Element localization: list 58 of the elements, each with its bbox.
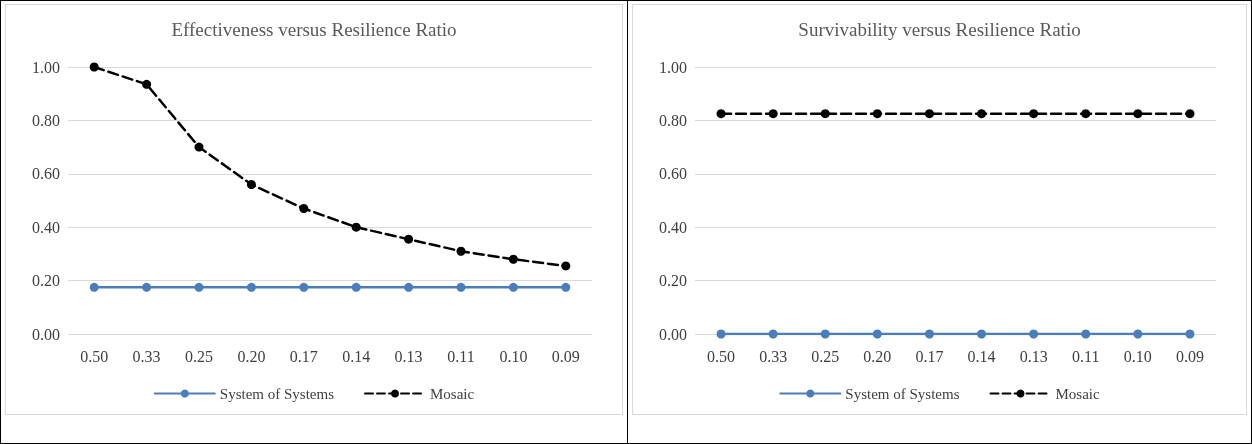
x-tick-label: 0.20 (237, 347, 266, 365)
point (561, 282, 571, 292)
point (561, 261, 571, 271)
legend-label: Mosaic (1055, 385, 1101, 402)
x-tick-label: 0.33 (759, 347, 788, 365)
y-tick-label: 0.80 (32, 111, 60, 129)
point (299, 204, 309, 214)
x-tick-label: 0.25 (811, 347, 840, 365)
point (142, 282, 152, 292)
x-tick-label: 0.10 (1123, 347, 1152, 365)
x-tick-label: 0.11 (1072, 347, 1100, 365)
x-tick-label: 0.09 (1175, 347, 1204, 365)
x-tick-label: 0.50 (80, 347, 109, 365)
point (351, 282, 361, 292)
point (246, 282, 256, 292)
chart-title: Survivability versus Resilience Ratio (798, 19, 1081, 40)
point (246, 179, 256, 189)
x-tick-label: 0.14 (342, 347, 371, 365)
legend-label: System of Systems (219, 385, 335, 402)
point (351, 222, 361, 232)
point (404, 234, 414, 244)
point (89, 62, 99, 72)
y-tick-label: 0.20 (659, 272, 687, 290)
y-tick-label: 0.80 (659, 111, 687, 129)
y-tick-label: 0.40 (32, 218, 60, 236)
point (194, 282, 204, 292)
y-tick-label: 1.00 (659, 58, 687, 76)
y-tick-label: 0.60 (32, 165, 60, 183)
y-tick-label: 1.00 (32, 58, 60, 76)
point (404, 282, 414, 292)
x-tick-label: 0.25 (185, 347, 213, 365)
y-tick-label: 0.40 (659, 218, 687, 236)
x-tick-label: 0.50 (707, 347, 736, 365)
legend-label: Mosaic (430, 385, 475, 402)
x-tick-label: 0.13 (1019, 347, 1048, 365)
x-tick-label: 0.10 (499, 347, 528, 365)
point (299, 282, 309, 292)
y-tick-label: 0.20 (32, 272, 60, 290)
y-tick-label: 0.00 (32, 325, 60, 343)
point (194, 142, 204, 152)
x-tick-label: 0.17 (289, 347, 318, 365)
point (456, 282, 466, 292)
y-tick-label: 0.00 (659, 325, 687, 343)
legend-label: System of Systems (845, 385, 960, 402)
chart-title: Effectiveness versus Resilience Ratio (171, 19, 457, 40)
x-tick-label: 0.17 (915, 347, 944, 365)
point (89, 282, 99, 292)
x-tick-label: 0.33 (132, 347, 161, 365)
point (508, 254, 518, 264)
x-tick-label: 0.11 (447, 347, 475, 365)
point (456, 246, 466, 256)
x-tick-label: 0.13 (394, 347, 423, 365)
point (142, 79, 152, 89)
point (508, 282, 518, 292)
y-tick-label: 0.60 (659, 165, 687, 183)
x-tick-label: 0.09 (551, 347, 580, 365)
x-tick-label: 0.20 (863, 347, 892, 365)
x-tick-label: 0.14 (967, 347, 996, 365)
